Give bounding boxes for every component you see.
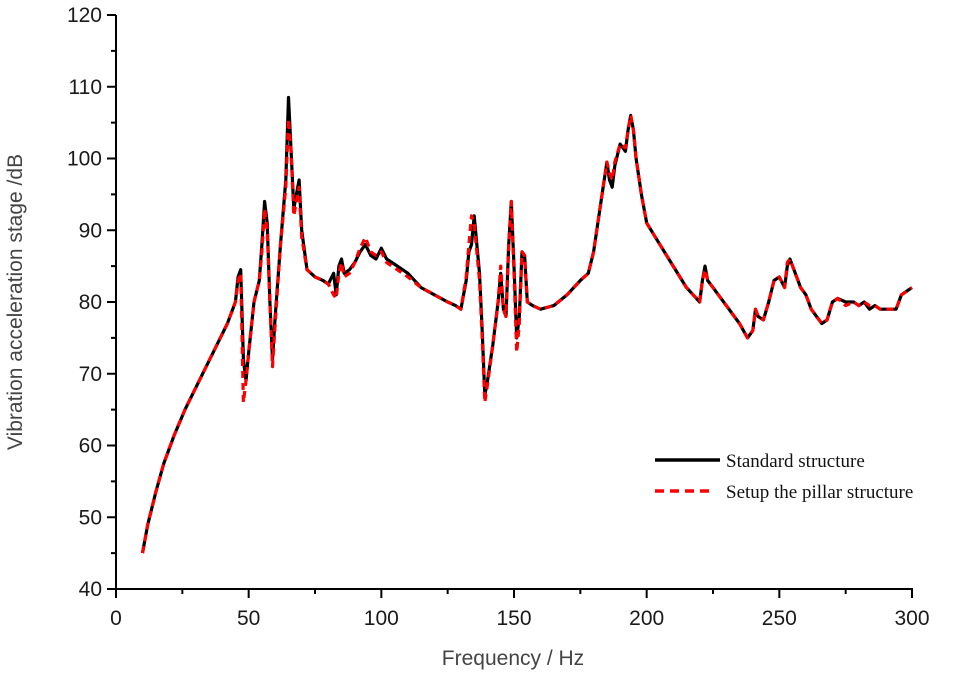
x-axis-ticks: 0 50 100 150 200 250 300	[110, 589, 930, 630]
x-tick-label: 250	[762, 607, 797, 630]
legend-label-pillar-structure: Setup the pillar structure	[726, 482, 913, 503]
y-tick-label: 90	[79, 219, 102, 242]
x-axis-title: Frequency / Hz	[442, 647, 584, 670]
y-tick-label: 110	[69, 76, 102, 99]
y-tick-label: 100	[67, 148, 102, 171]
axes: 0 50 100 150 200 250 300 40 50 60 70 80 90 100 110 120	[67, 4, 930, 630]
x-tick-label: 200	[629, 607, 664, 630]
y-tick-label: 40	[79, 578, 102, 601]
legend-label-standard-structure: Standard structure	[726, 451, 865, 472]
x-tick-label: 300	[894, 607, 929, 630]
x-tick-label: 100	[364, 607, 399, 630]
y-axis-ticks: 40 50 60 70 80 90 100 110 120	[67, 4, 116, 601]
y-tick-label: 50	[79, 506, 102, 529]
plot-area	[140, 95, 913, 554]
x-tick-label: 0	[110, 607, 122, 630]
series-pillar-structure-line	[140, 113, 913, 554]
x-tick-label: 150	[496, 607, 531, 630]
y-tick-label: 70	[79, 363, 102, 386]
y-tick-label: 80	[79, 291, 102, 314]
y-axis-title: Vibration acceleration stage /dB	[4, 154, 27, 450]
x-tick-label: 50	[237, 607, 260, 630]
y-tick-label: 120	[67, 4, 102, 27]
y-tick-label: 60	[79, 435, 102, 458]
legend: Standard structure Setup the pillar stru…	[655, 451, 913, 503]
